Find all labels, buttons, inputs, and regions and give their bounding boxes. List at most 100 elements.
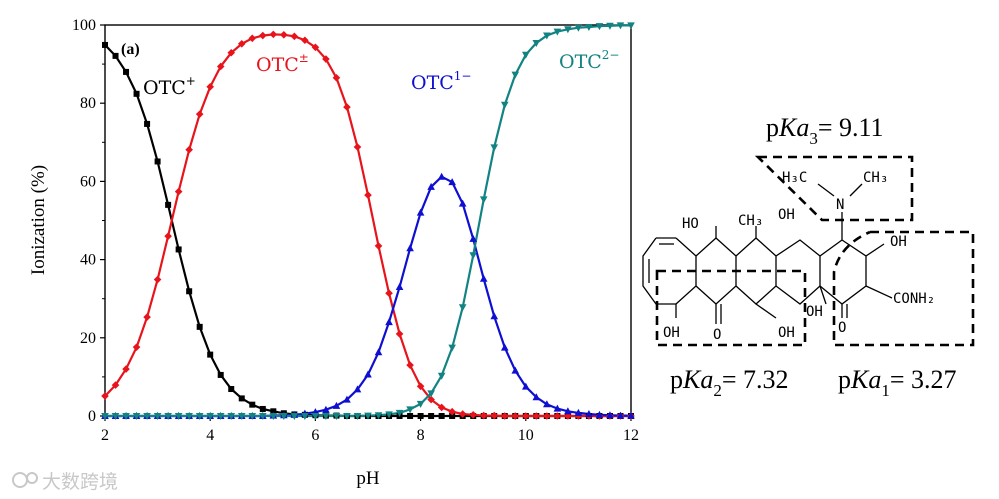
pka2-prefix: p xyxy=(670,365,683,394)
pka3-label: pKa3= 9.11 xyxy=(766,113,884,148)
pka1-prefix: p xyxy=(838,365,851,394)
series-label-otc-plus-main: OTC xyxy=(143,77,186,99)
data-point xyxy=(248,413,257,420)
label-oh-c10: OH xyxy=(663,325,680,341)
data-point xyxy=(532,412,541,420)
data-point xyxy=(458,304,467,312)
data-point xyxy=(259,31,267,40)
data-point xyxy=(585,410,593,418)
data-point xyxy=(595,410,604,418)
label-ho-c6: HO xyxy=(682,216,699,232)
pka2-ka: Ka xyxy=(682,365,713,394)
data-point xyxy=(543,32,551,40)
y-tick-label: 60 xyxy=(80,173,96,190)
data-point xyxy=(479,411,488,420)
data-point xyxy=(522,51,530,59)
data-point xyxy=(196,323,203,330)
data-point xyxy=(228,386,235,393)
data-point xyxy=(186,288,193,295)
ring-d-bonds xyxy=(775,239,821,305)
data-point xyxy=(479,274,488,282)
data-point xyxy=(437,372,446,380)
series-label-otc-zwitterion-sup: ± xyxy=(299,51,309,65)
data-point xyxy=(280,30,288,39)
data-point xyxy=(406,244,414,252)
data-point xyxy=(227,413,236,420)
series-label-otc-zwitterion-main: OTC xyxy=(256,54,299,76)
data-point xyxy=(438,413,445,419)
data-point xyxy=(374,412,383,420)
data-point xyxy=(269,413,278,420)
data-point xyxy=(417,413,424,419)
series-line-2 xyxy=(105,175,631,418)
data-point xyxy=(185,145,193,154)
data-point xyxy=(427,395,435,404)
data-point xyxy=(111,413,120,420)
label-ch3-c6: CH₃ xyxy=(738,213,763,229)
label-n: N xyxy=(836,197,844,213)
data-point xyxy=(322,413,330,420)
data-point xyxy=(374,348,383,356)
data-point xyxy=(123,68,130,75)
label-oh-c12: OH xyxy=(778,325,795,341)
data-point xyxy=(290,32,299,41)
series-label-otc-2minus-main: OTC xyxy=(559,51,602,73)
data-point xyxy=(132,413,141,420)
data-point xyxy=(343,413,351,420)
data-point xyxy=(353,413,362,420)
data-point xyxy=(207,351,214,358)
data-point xyxy=(216,413,225,420)
axis-ticks: 2 4 6 8 10 12 0 20 40 60 80 100 xyxy=(72,17,639,444)
data-point xyxy=(385,411,393,419)
data-point xyxy=(353,143,362,151)
data-point xyxy=(164,232,172,240)
data-point xyxy=(311,413,320,420)
data-point xyxy=(532,393,541,401)
data-point xyxy=(458,199,467,207)
series-label-otc-plus-sup: + xyxy=(186,74,196,88)
pka2-value: = 7.32 xyxy=(722,365,789,394)
n-methyl-left-bond xyxy=(817,183,835,197)
data-point xyxy=(248,34,257,43)
data-point xyxy=(102,41,108,48)
label-conh2: CONH₂ xyxy=(893,291,935,307)
series-markers xyxy=(101,22,635,420)
pka1-sub: 1 xyxy=(881,381,890,400)
ring-a-bonds xyxy=(642,237,676,305)
data-point xyxy=(627,411,635,419)
label-oh-c12a: OH xyxy=(806,304,823,320)
x-tick-label: 8 xyxy=(417,427,425,444)
data-point xyxy=(143,313,151,321)
x-tick-label: 10 xyxy=(518,427,534,444)
data-point xyxy=(217,371,224,378)
pka2-dashed-box xyxy=(655,269,807,347)
data-point xyxy=(543,412,551,420)
pka1-dashed-box xyxy=(832,230,975,347)
data-point xyxy=(185,413,193,420)
oxytetracycline-structure xyxy=(642,155,975,347)
data-point xyxy=(238,395,245,402)
pka3-sub: 3 xyxy=(809,129,818,148)
data-point xyxy=(490,144,499,152)
data-point xyxy=(270,408,277,415)
series-line-0 xyxy=(104,44,631,418)
data-point xyxy=(322,405,330,413)
data-point xyxy=(428,413,435,419)
c12a-bond xyxy=(819,285,827,305)
label-oh-c3: OH xyxy=(890,234,907,250)
data-point xyxy=(237,413,246,420)
data-point xyxy=(606,411,614,419)
pka2-sub: 2 xyxy=(713,381,722,400)
data-point xyxy=(553,404,562,412)
y-tick-label: 40 xyxy=(80,252,96,269)
data-point xyxy=(269,30,278,39)
data-point xyxy=(585,23,593,31)
data-point xyxy=(249,401,256,408)
data-point xyxy=(216,62,225,71)
data-point xyxy=(448,344,456,352)
data-point xyxy=(564,407,572,415)
pka3-prefix: p xyxy=(766,113,779,142)
data-point xyxy=(343,103,351,111)
data-point xyxy=(259,413,267,420)
